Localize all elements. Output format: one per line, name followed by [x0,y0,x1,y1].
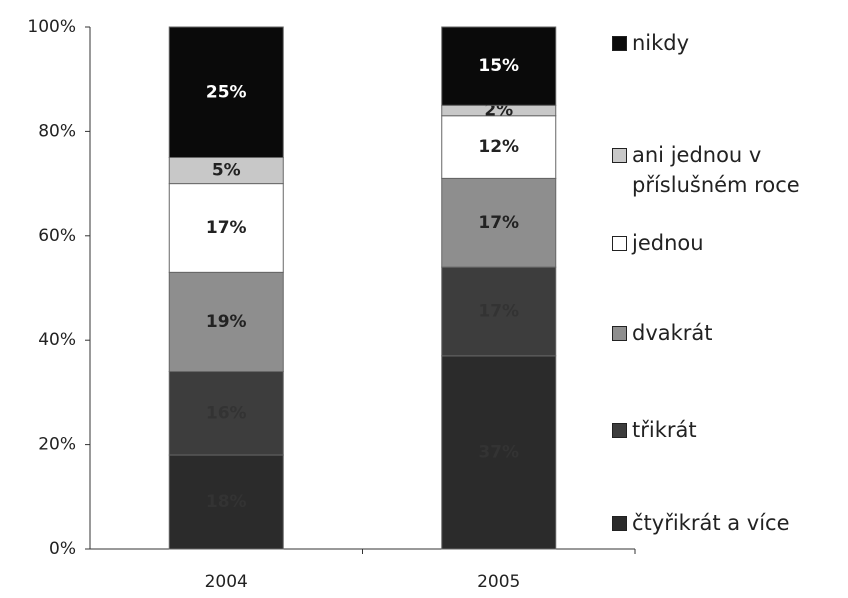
legend-label: nikdy [632,31,690,55]
data-label: 5% [212,161,241,181]
legend-label: čtyřikrát a více [632,511,790,535]
bar-segment [168,26,284,158]
data-label: 19% [206,312,247,332]
x-tick-label: 2005 [477,572,520,592]
y-tick-label: 20% [38,435,76,455]
legend-label: jednou [632,231,704,255]
legend-swatch [612,423,627,438]
legend-label: třikrát [632,418,697,442]
legend-entry: čtyřikrát a více [612,508,842,538]
legend-swatch [612,236,627,251]
y-tick-label: 100% [27,17,76,37]
data-label: 17% [478,301,519,321]
legend-swatch [612,36,627,51]
data-label: 17% [206,218,247,238]
data-label: 25% [206,82,247,102]
bar-segment [441,355,557,550]
bar-segment [168,157,284,185]
data-label: 18% [206,492,247,512]
data-label: 15% [478,56,519,76]
y-tick-label: 0% [49,539,76,559]
bar-segment [441,26,557,106]
data-label: 37% [478,442,519,462]
bar-segment [441,115,557,179]
y-tick-label: 40% [38,330,76,350]
data-label: 16% [206,403,247,423]
legend-label: ani jednou v příslušném roce [632,143,800,197]
y-tick-label: 80% [38,121,76,141]
legend-entry: ani jednou v příslušném roce [612,140,842,200]
legend-entry: nikdy [612,28,842,58]
legend-entry: třikrát [612,415,842,445]
legend-swatch [612,148,627,163]
legend-label: dvakrát [632,321,713,345]
legend-entry: jednou [612,228,842,258]
legend-swatch [612,326,627,341]
bar-segment [441,266,557,357]
data-label: 12% [478,137,519,157]
bar-segment [441,177,557,268]
bar-segment [168,183,284,273]
y-tick-label: 60% [38,226,76,246]
x-tick-label: 2004 [205,572,248,592]
legend-entry: dvakrát [612,318,842,348]
legend-swatch [612,516,627,531]
data-label: 17% [478,213,519,233]
